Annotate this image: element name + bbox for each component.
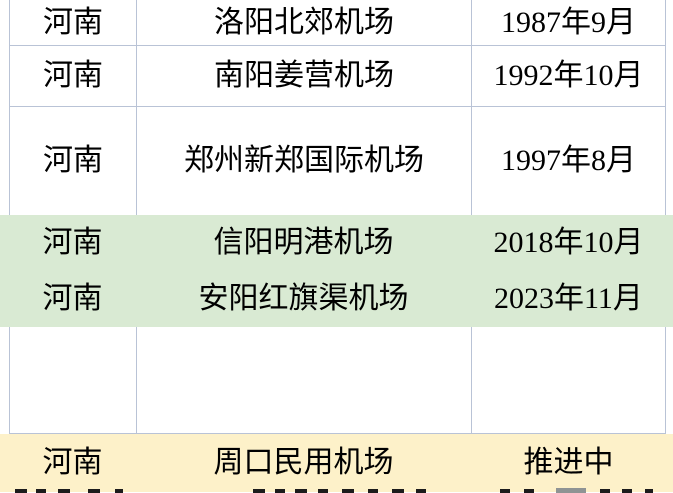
cropped-text-fragment — [600, 489, 610, 493]
table-row: 河南 安阳红旗渠机场 2023年11月 — [0, 271, 673, 327]
yellow-highlight-band: 河南 周口民用机场 推进中 — [0, 434, 673, 492]
table-row-empty — [9, 327, 666, 434]
cropped-text-fragment — [115, 489, 123, 493]
cell-province: 河南 — [10, 107, 137, 215]
cell-airport: 信阳明港机场 — [213, 226, 394, 259]
cell-date: 2018年10月 — [493, 226, 644, 259]
cell-province — [10, 327, 137, 433]
table-row: 河南 信阳明港机场 2018年10月 — [0, 215, 673, 271]
cropped-text-fragment — [253, 489, 265, 493]
table-row: 河南 洛阳北郊机场 1987年9月 — [9, 0, 666, 46]
cell-province: 河南 — [42, 446, 103, 479]
cropped-text-fragment — [88, 489, 100, 493]
cell-airport: 洛阳北郊机场 — [137, 0, 472, 45]
cell-date: 推进中 — [523, 446, 614, 479]
cropped-text-fragment — [36, 489, 46, 493]
cropped-text-fragment — [500, 489, 510, 493]
cropped-text-fragment — [416, 489, 426, 493]
cropped-text-fragment — [58, 489, 70, 493]
table-row: 河南 周口民用机场 推进中 — [0, 434, 673, 492]
cropped-text-fragment — [622, 489, 632, 493]
cell-airport — [137, 327, 472, 433]
cell-province: 河南 — [10, 0, 137, 45]
table-row: 河南 郑州新郑国际机场 1997年8月 — [9, 107, 666, 215]
cell-airport: 安阳红旗渠机场 — [198, 282, 409, 315]
cropped-text-fragment — [392, 489, 404, 493]
table-row: 河南 南阳姜营机场 1992年10月 — [9, 46, 666, 107]
cropped-text-fragment — [275, 489, 285, 493]
cell-date: 2023年11月 — [494, 282, 643, 315]
cropped-text-fragment — [295, 489, 307, 493]
cell-airport: 郑州新郑国际机场 — [137, 107, 472, 215]
cropped-text-fragment — [556, 488, 586, 493]
cropped-text-fragment — [368, 489, 378, 493]
cell-airport: 南阳姜营机场 — [137, 46, 472, 106]
cell-date: 1997年8月 — [501, 144, 636, 177]
cell-date: 1987年9月 — [501, 5, 636, 39]
cropped-text-fragment — [342, 489, 354, 493]
cell-airport: 周口民用机场 — [213, 446, 394, 479]
cell-province: 河南 — [10, 46, 137, 106]
cropped-text-fragment — [318, 489, 328, 493]
cropped-text-fragment — [645, 489, 653, 493]
cropped-text-fragment — [15, 489, 27, 493]
cell-province: 河南 — [42, 226, 103, 259]
cell-province: 河南 — [42, 282, 103, 315]
green-highlight-band: 河南 信阳明港机场 2018年10月 河南 安阳红旗渠机场 2023年11月 — [0, 215, 673, 327]
cell-date: 1992年10月 — [493, 59, 644, 92]
cropped-text-fragment — [524, 489, 534, 493]
cell-date — [472, 327, 665, 433]
